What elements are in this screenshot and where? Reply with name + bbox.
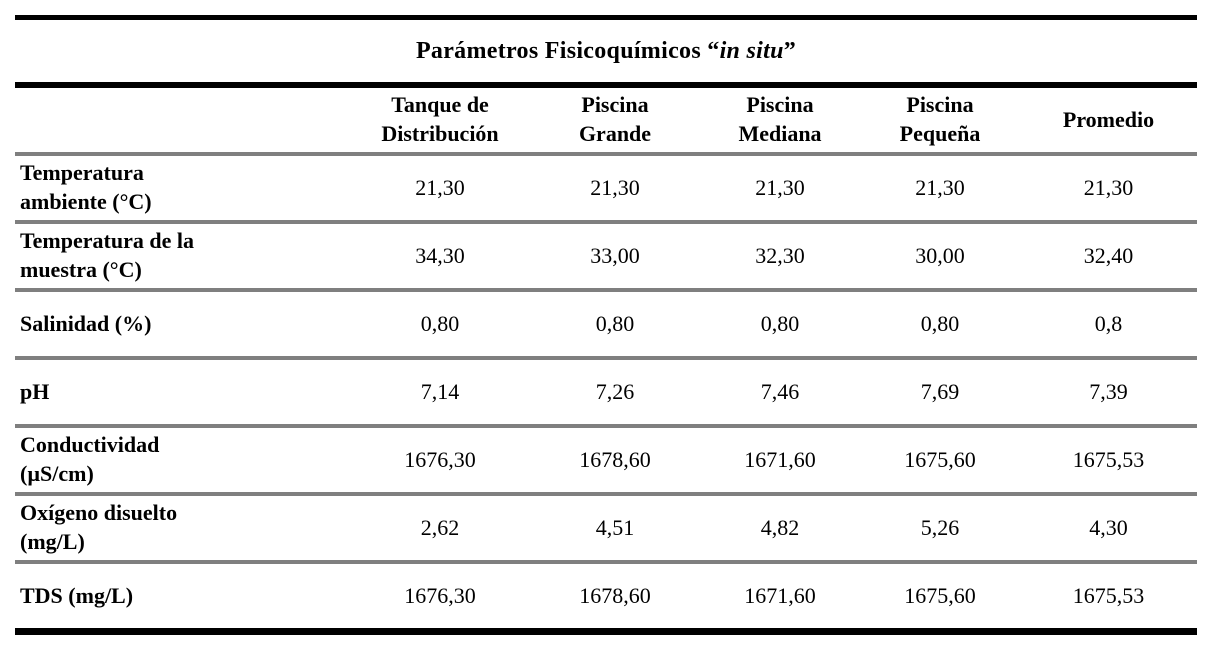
value-cell: 1678,60	[530, 426, 700, 496]
value-cell: 1676,30	[404, 583, 476, 608]
value-cell: 4,51	[530, 494, 700, 564]
value-cell: 21,30	[1020, 154, 1197, 224]
table-row-salinidad: Salinidad (%) 0,80 0,80 0,80 0,80 0,8	[15, 290, 1197, 360]
value-cell: 1675,60	[904, 583, 976, 608]
value-cell: 32,40	[1020, 222, 1197, 292]
value-cell: 0,8	[1020, 290, 1197, 360]
value-cell: 7,46	[700, 358, 860, 428]
value-cell: 33,00	[530, 222, 700, 292]
value-cell: 1675,60	[860, 426, 1020, 496]
table-row-conductividad: Conductividad (µS/cm) 1676,30 1678,60 167…	[15, 426, 1197, 496]
value-cell: 21,30	[350, 154, 530, 224]
param-label-cell: Oxígeno disuelto (mg/L)	[15, 494, 350, 564]
title-underline-rule	[15, 82, 1197, 88]
value-cell: 21,30	[530, 154, 700, 224]
header-cell-promedio: Promedio	[1020, 88, 1197, 156]
value-cell: 2,62	[350, 494, 530, 564]
value-cell: 0,80	[350, 290, 530, 360]
parameters-table: Tanque de Distribución Piscina Grande Pisc…	[15, 88, 1197, 628]
header-cell-empty	[15, 88, 350, 156]
header-cell-tanque-distribucion: Tanque de Distribución	[350, 88, 530, 156]
value-cell: 7,14	[350, 358, 530, 428]
value-cell: 30,00	[860, 222, 1020, 292]
top-rule	[15, 15, 1197, 20]
header-row: Tanque de Distribución Piscina Grande Pisc…	[15, 88, 1197, 156]
value-cell: 1671,60	[700, 426, 860, 496]
header-cell-piscina-mediana: Piscina Mediana	[700, 88, 860, 156]
value-cell: 1675,53	[1020, 426, 1197, 496]
page-title: Parámetros Fisicoquímicos “in situ”	[15, 20, 1197, 82]
table-row-temperatura-ambiente: Temperatura ambiente (°C) 21,30 21,30 21,…	[15, 154, 1197, 224]
value-cell: 0,80	[700, 290, 860, 360]
value-cell: 34,30	[350, 222, 530, 292]
param-label-cell: pH	[15, 358, 350, 428]
value-cell: 1676,30	[350, 426, 530, 496]
table-row-tds: TDS (mg/L) 1676,30 1678,60 1671,60 1675,…	[15, 562, 1197, 628]
bottom-rule	[15, 628, 1197, 635]
value-cell: 1671,60	[744, 583, 816, 608]
param-label-cell: Conductividad (µS/cm)	[15, 426, 350, 496]
value-cell: 4,30	[1020, 494, 1197, 564]
value-cell: 0,80	[530, 290, 700, 360]
param-label-cell: Salinidad (%)	[15, 290, 350, 360]
table-row-temperatura-muestra: Temperatura de la muestra (°C) 34,30 33,0…	[15, 222, 1197, 292]
param-label-cell: Temperatura ambiente (°C)	[15, 154, 350, 224]
value-cell: 21,30	[700, 154, 860, 224]
title-text: Parámetros Fisicoquímicos “in situ”	[415, 37, 797, 64]
param-label-cell: TDS (mg/L)	[20, 582, 134, 608]
value-cell: 1675,53	[1072, 583, 1145, 608]
value-cell: 32,30	[700, 222, 860, 292]
param-label-cell: Temperatura de la muestra (°C)	[15, 222, 350, 292]
header-cell-piscina-pequena: Piscina Pequeña	[860, 88, 1020, 156]
value-cell: 5,26	[860, 494, 1020, 564]
value-cell: 1678,60	[579, 583, 651, 608]
title-italic-phrase: in situ	[719, 37, 784, 64]
value-cell: 21,30	[860, 154, 1020, 224]
table-row-ph: pH 7,14 7,26 7,46 7,69 7,39	[15, 358, 1197, 428]
value-cell: 0,80	[860, 290, 1020, 360]
value-cell: 7,26	[530, 358, 700, 428]
value-cell: 4,82	[700, 494, 860, 564]
header-cell-piscina-grande: Piscina Grande	[530, 88, 700, 156]
table-row-oxigeno-disuelto: Oxígeno disuelto (mg/L) 2,62 4,51 4,82 5,…	[15, 494, 1197, 564]
value-cell: 7,69	[860, 358, 1020, 428]
value-cell: 7,39	[1020, 358, 1197, 428]
